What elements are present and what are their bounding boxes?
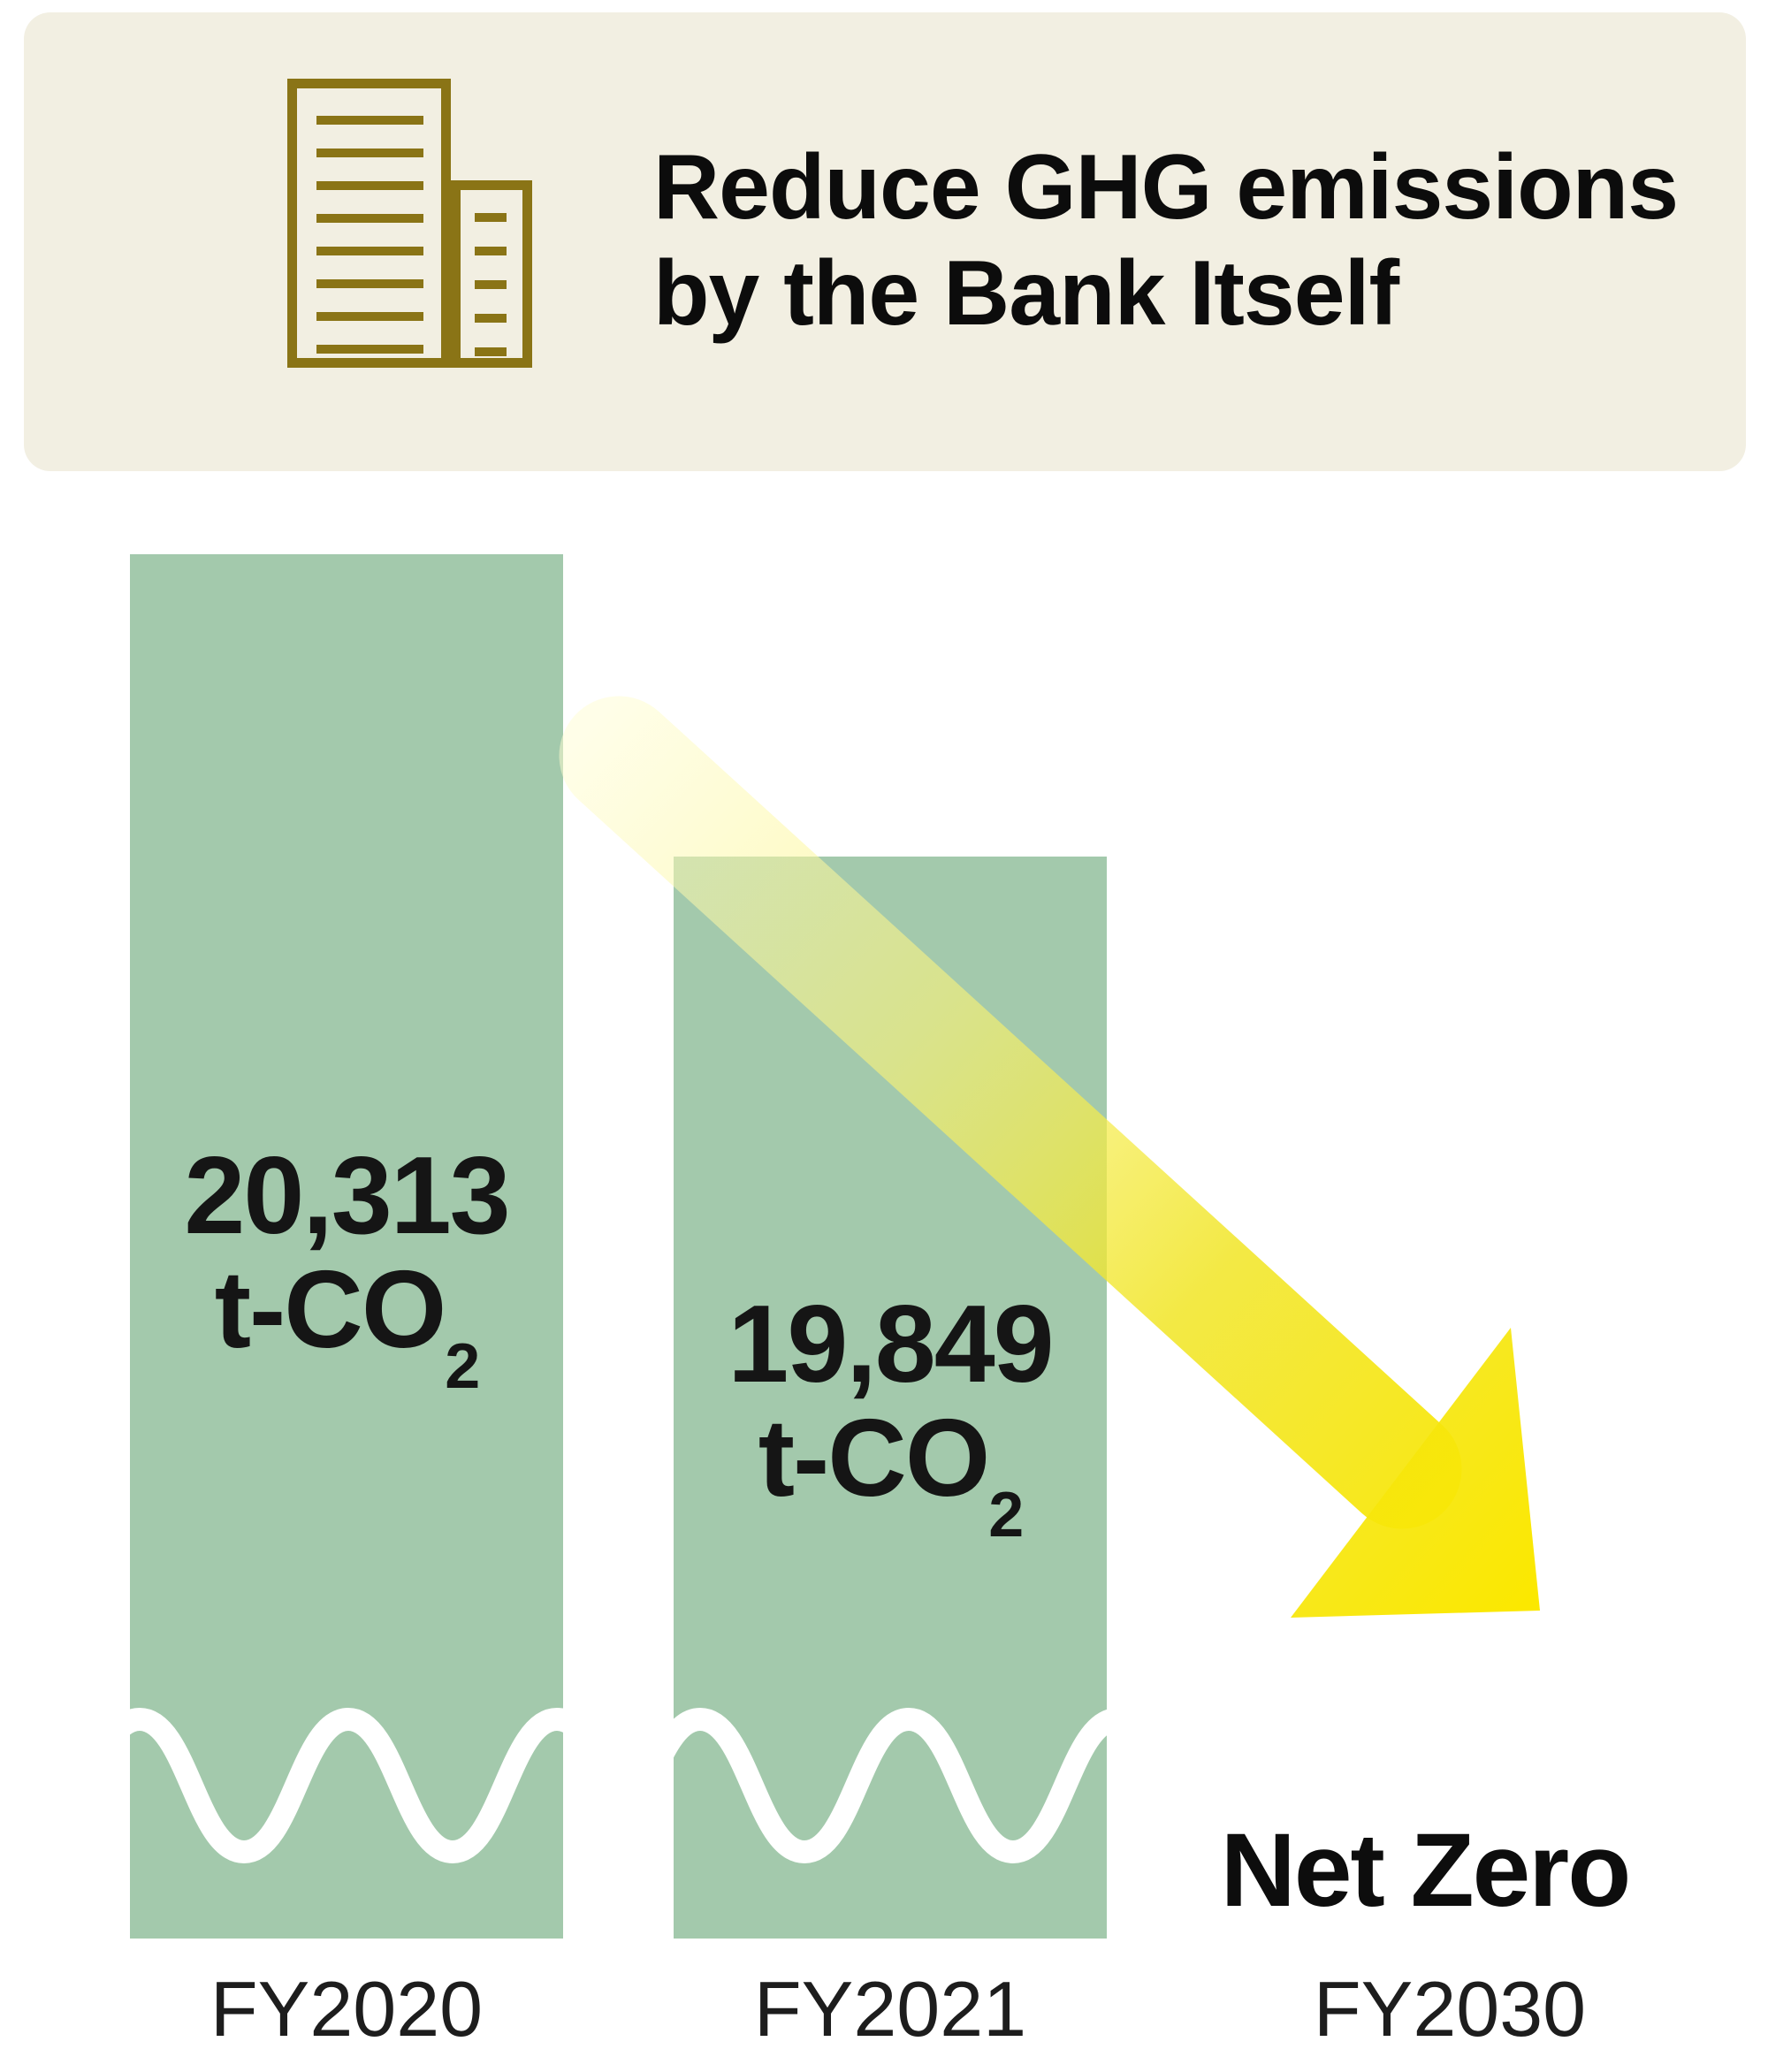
page-title-line1: Reduce GHG emissions bbox=[653, 136, 1679, 239]
header-card: Reduce GHG emissions by the Bank Itself bbox=[24, 12, 1746, 471]
x-axis-label-fy2030: FY2030 bbox=[1313, 1965, 1587, 2053]
x-axis-label-fy2020: FY2020 bbox=[210, 1965, 484, 2053]
co2-subscript: 2 bbox=[988, 1479, 1024, 1550]
bar-value-fy2021: 19,849 t-CO2 bbox=[674, 1284, 1107, 1550]
bar-value-number: 20,313 bbox=[184, 1135, 510, 1257]
arrowhead bbox=[1291, 1328, 1540, 1618]
x-axis-label-fy2021: FY2021 bbox=[753, 1965, 1027, 2053]
net-zero-label: Net Zero bbox=[1220, 1812, 1632, 1929]
bar-value-unit: t-CO2 bbox=[214, 1248, 481, 1402]
page-title: Reduce GHG emissions by the Bank Itself bbox=[653, 134, 1732, 347]
bar-value-unit: t-CO2 bbox=[758, 1397, 1025, 1550]
bar-value-fy2020: 20,313 t-CO2 bbox=[130, 1135, 563, 1402]
page-title-line2: by the Bank Itself bbox=[653, 242, 1399, 346]
buildings-icon bbox=[287, 79, 532, 368]
bar-value-number: 19,849 bbox=[728, 1284, 1054, 1405]
co2-subscript: 2 bbox=[445, 1330, 480, 1402]
